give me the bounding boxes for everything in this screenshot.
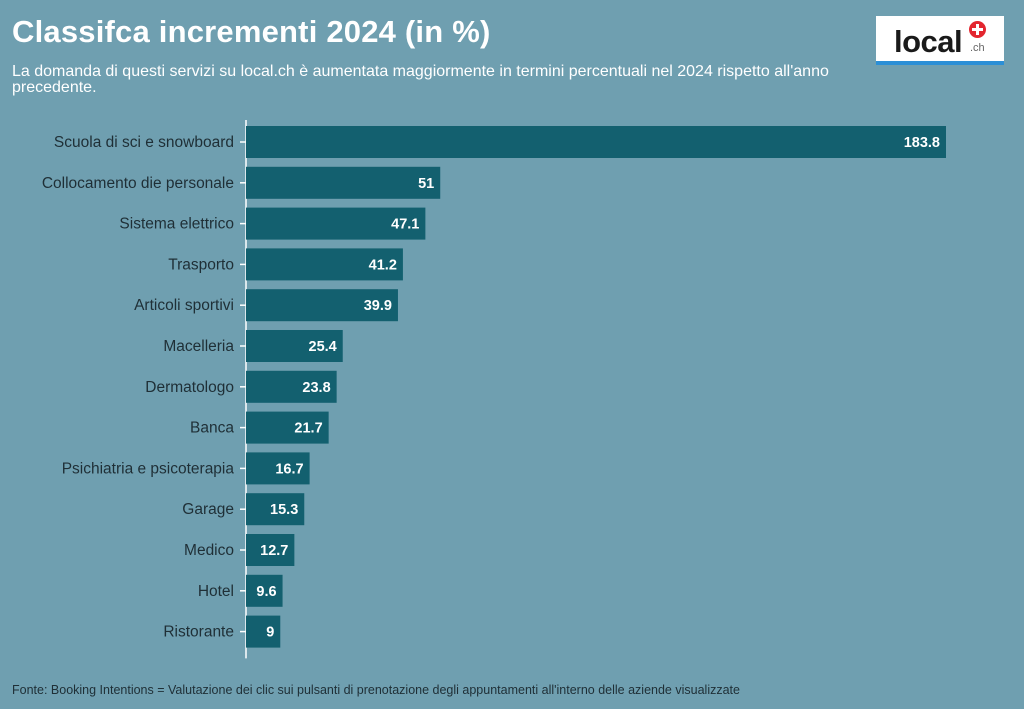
bar <box>246 207 426 240</box>
bar <box>246 493 305 526</box>
bar <box>246 615 281 648</box>
bar <box>246 289 398 322</box>
value-label: 15.3 <box>270 502 298 518</box>
bar <box>246 126 946 158</box>
category-label: Medico <box>184 542 234 559</box>
swiss-cross-icon <box>969 21 986 38</box>
category-label: Macelleria <box>163 338 234 355</box>
bar <box>246 330 343 362</box>
source-note: Fonte: Booking Intentions = Valutazione … <box>12 683 740 697</box>
bar <box>246 452 310 485</box>
category-label: Hotel <box>198 583 234 600</box>
value-label: 21.7 <box>294 421 322 437</box>
category-label: Sistema elettrico <box>119 216 234 233</box>
bar <box>246 248 403 281</box>
category-label: Collocamento die personale <box>42 175 234 192</box>
value-label: 41.2 <box>369 257 397 273</box>
value-label: 12.7 <box>260 543 288 559</box>
bar <box>246 411 329 444</box>
category-label: Trasporto <box>168 256 234 273</box>
category-label: Articoli sportivi <box>134 297 234 314</box>
category-label: Garage <box>182 501 234 518</box>
category-label: Psichiatria e psicoterapia <box>62 460 235 477</box>
value-label: 47.1 <box>391 217 419 233</box>
bar <box>246 574 283 607</box>
chart-title: Classifca incrementi 2024 (in %) <box>12 14 491 49</box>
brand-logo: local .ch <box>876 16 1004 65</box>
value-label: 9 <box>266 625 274 641</box>
value-label: 25.4 <box>309 339 337 355</box>
bar <box>246 534 295 566</box>
logo-suffix: .ch <box>970 42 985 54</box>
value-label: 23.8 <box>302 380 330 396</box>
chart-subtitle: La domanda di questi servizi su local.ch… <box>12 63 829 96</box>
bar <box>246 370 337 403</box>
bar <box>246 166 441 199</box>
value-label: 183.8 <box>904 135 940 151</box>
category-label: Ristorante <box>163 624 234 641</box>
logo-wordmark: local <box>894 24 963 59</box>
value-label: 39.9 <box>364 298 392 314</box>
category-label: Dermatologo <box>145 379 234 396</box>
category-label: Banca <box>190 420 234 437</box>
value-label: 51 <box>418 176 434 192</box>
category-label: Scuola di sci e snowboard <box>54 134 234 151</box>
value-label: 9.6 <box>256 584 276 600</box>
value-label: 16.7 <box>275 461 303 477</box>
